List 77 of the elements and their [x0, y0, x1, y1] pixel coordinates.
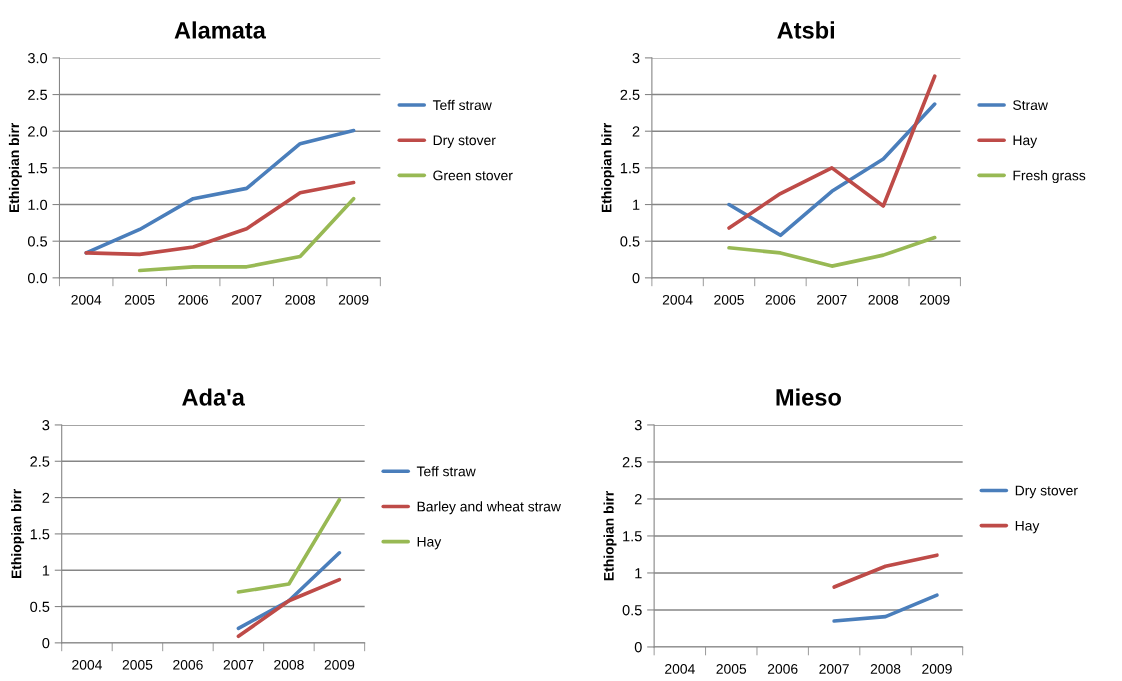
y-tick-label: 2: [632, 126, 640, 137]
x-tick-label: 2008: [274, 659, 304, 670]
y-tick-label: 3: [634, 420, 642, 431]
y-tick-label: 0.0: [27, 272, 48, 284]
legend-label: Teff straw: [432, 99, 492, 111]
x-tick-label: 2006: [178, 294, 209, 305]
legend-label: Hay: [1015, 520, 1040, 534]
y-tick-label: 3: [632, 52, 640, 64]
y-tick-label: 0.5: [30, 601, 50, 612]
y-tick-label: 0.5: [620, 236, 640, 247]
line-series: [84, 128, 356, 255]
x-tick-label: 2004: [662, 294, 693, 305]
legend-label: Fresh grass: [1013, 170, 1086, 184]
x-tick-label: 2006: [173, 659, 203, 670]
legend-label: Green stover: [433, 170, 513, 181]
y-tick-label: 1: [42, 565, 50, 576]
y-tick-label: 0: [632, 272, 640, 284]
line-series: [84, 180, 356, 257]
y-axis-title: Ethiopian birr: [603, 491, 617, 581]
x-tick-label: 2008: [870, 663, 901, 674]
chart-title: Mieso: [776, 388, 841, 406]
x-tick-label: 2004: [72, 659, 102, 670]
x-tick-label: 2007: [223, 659, 254, 670]
x-tick-label: 2005: [714, 294, 744, 305]
y-tick-label: 0.5: [27, 236, 48, 247]
legend-label: Dry stover: [1015, 485, 1078, 499]
line-series: [137, 196, 356, 273]
chart-title: Ada'a: [182, 388, 246, 406]
y-tick-label: 1.5: [623, 531, 642, 542]
x-tick-label: 2005: [122, 659, 153, 670]
y-tick-label: 2.5: [30, 456, 50, 467]
x-tick-label: 2009: [324, 659, 355, 670]
x-tick-label: 2007: [231, 294, 262, 305]
legend-label: Hay: [1013, 135, 1038, 148]
y-tick-label: 2.5: [620, 89, 640, 100]
y-tick-label: 2: [42, 492, 50, 503]
x-tick-label: 2004: [71, 294, 102, 305]
legend-label: Barley and wheat straw: [417, 501, 561, 515]
legend-label: Straw: [1013, 100, 1048, 111]
x-tick-label: 2004: [665, 663, 695, 674]
x-tick-label: 2006: [765, 294, 796, 305]
y-tick-label: 1.5: [620, 163, 640, 174]
x-tick-label: 2009: [919, 294, 950, 305]
chart-title: Alamata: [174, 21, 266, 39]
x-tick-label: 2008: [868, 294, 899, 305]
legend-label: Hay: [417, 536, 442, 550]
y-tick-label: 0: [634, 642, 642, 653]
y-axis-title: Ethiopian birr: [601, 122, 615, 213]
chart-title: Atsbi: [777, 21, 834, 39]
y-tick-label: 2.5: [622, 457, 642, 468]
x-tick-label: 2005: [124, 294, 155, 305]
y-tick-label: 1.5: [28, 163, 48, 174]
x-tick-label: 2006: [767, 663, 798, 674]
y-tick-label: 2.5: [28, 89, 48, 100]
y-axis-title: Ethiopian birr: [11, 488, 25, 579]
x-tick-label: 2009: [922, 663, 952, 674]
x-tick-label: 2005: [716, 663, 747, 674]
legend-label: Teff straw: [416, 466, 476, 477]
y-axis-title: Ethiopian birr: [8, 122, 22, 213]
y-tick-label: 3: [42, 420, 50, 431]
x-tick-label: 2008: [285, 294, 315, 305]
x-tick-label: 2007: [817, 294, 847, 305]
y-tick-label: 2.0: [28, 126, 48, 137]
x-tick-label: 2009: [338, 294, 369, 305]
line-series: [727, 74, 937, 230]
line-series: [727, 235, 937, 268]
y-tick-label: 1: [633, 199, 640, 210]
x-tick-label: 2007: [819, 663, 849, 674]
y-tick-label: 1.0: [28, 199, 48, 210]
y-tick-label: 3.0: [27, 52, 48, 64]
y-tick-label: 0.5: [622, 605, 642, 616]
y-tick-label: 1: [635, 568, 642, 579]
y-tick-label: 0: [42, 637, 50, 649]
y-tick-label: 1.5: [30, 529, 50, 540]
y-tick-label: 2: [634, 494, 642, 505]
legend-label: Dry stover: [433, 135, 496, 148]
line-series: [727, 102, 937, 238]
